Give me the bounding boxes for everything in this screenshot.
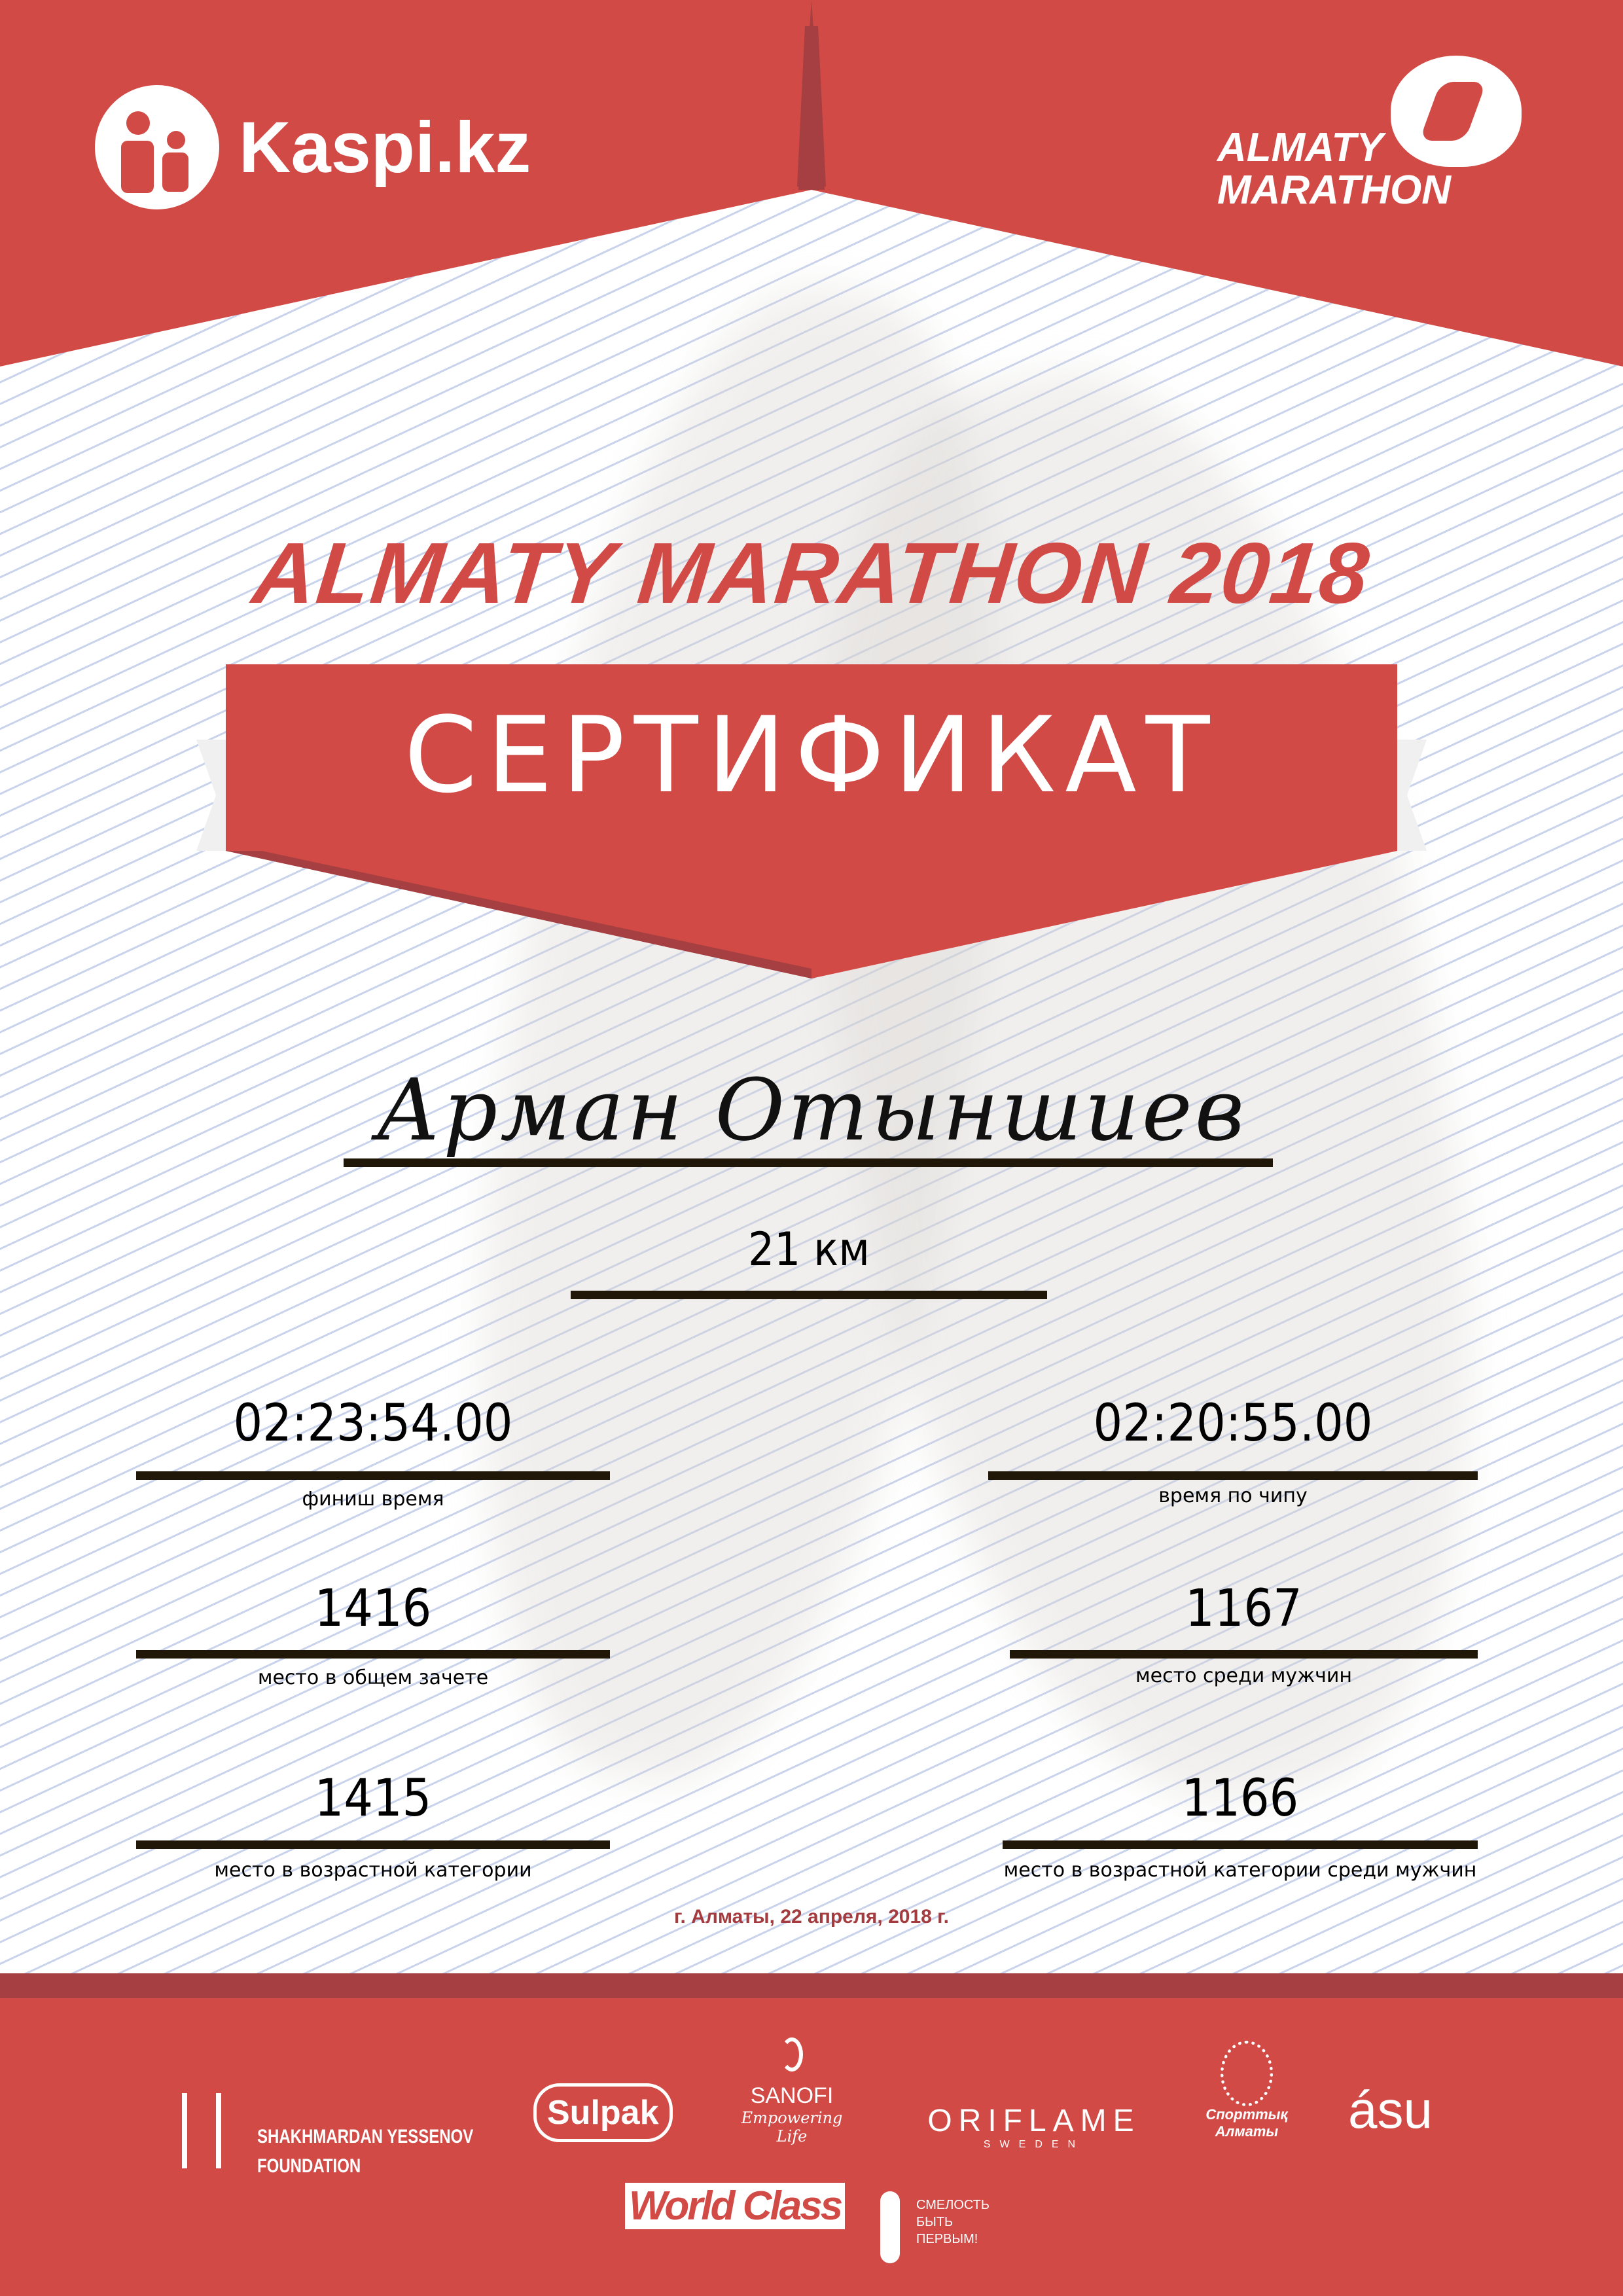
finish-time-rule: [136, 1471, 610, 1480]
distance-underline: [571, 1291, 1047, 1299]
men-age-place-rule: [1003, 1840, 1478, 1849]
certificate-ribbon: [196, 664, 1427, 978]
overall-place-value: 1416: [314, 1579, 432, 1638]
header-banner: [0, 0, 1623, 367]
sport-almaty-line1: Спорттық: [1205, 2106, 1288, 2123]
kaspi-logo: Kaspi.kz: [95, 85, 531, 209]
yessenov-icon: [182, 2093, 221, 2168]
men-age-place-value: 1166: [1181, 1769, 1299, 1828]
fund-line1: СМЕЛОСТЬ: [916, 2198, 990, 2212]
men-place-value: 1167: [1185, 1579, 1302, 1638]
logo-line-marathon: MARATHON: [1217, 168, 1452, 213]
asu-logo: ásu: [1348, 2081, 1433, 2139]
age-place-value: 1415: [314, 1769, 432, 1828]
footer-stripe: [0, 1973, 1623, 1998]
finish-time-value: 02:23:54.00: [233, 1394, 513, 1453]
name-underline: [344, 1158, 1273, 1167]
chip-time-value: 02:20:55.00: [1093, 1394, 1373, 1453]
men-place-label: место среди мужчин: [1135, 1664, 1352, 1687]
sulpak-logo: Sulpak: [533, 2083, 673, 2142]
distance: 21 км: [748, 1223, 870, 1276]
sponsors-footer: SHAKHMARDAN YESSENOV FOUNDATION Sulpak S…: [0, 1998, 1623, 2296]
sanofi-tagline: Empowering Life: [741, 2109, 843, 2145]
oriflame-logo: ORIFLAME SWEDEN: [923, 2103, 1145, 2151]
participant-name: Арман Отыншиев: [376, 1060, 1247, 1160]
kaspi-icon: [95, 85, 219, 209]
fund-figure-icon: [880, 2191, 900, 2263]
fund-line2: БЫТЬ: [916, 2215, 954, 2229]
sanofi-logo: SANOFI Empowering Life: [726, 2037, 857, 2145]
overall-place-label: место в общем зачете: [257, 1666, 489, 1689]
kaspi-wordmark: Kaspi.kz: [239, 107, 531, 188]
sport-almaty-line2: Алматы: [1215, 2123, 1279, 2140]
oriflame-country: SWEDEN: [983, 2139, 1085, 2150]
sport-almaty-emblem: [1221, 2041, 1273, 2106]
issue-date: г. Алматы, 22 апреля, 2018 г.: [674, 1906, 949, 1928]
chip-time-rule: [988, 1471, 1478, 1480]
men-place-rule: [1010, 1650, 1478, 1659]
yessenov-foundation: FOUNDATION: [257, 2155, 361, 2177]
sanofi-icon: [781, 2037, 803, 2072]
almaty-marathon-logo: ALMATY MARATHON: [1214, 56, 1528, 219]
men-age-place-label: место в возрастной категории среди мужчи…: [1003, 1859, 1477, 1882]
fund-line3: ПЕРВЫМ!: [916, 2232, 978, 2246]
oriflame-name: ORIFLAME: [927, 2104, 1141, 2138]
certificate-heading: СЕРТИФИКАТ: [404, 694, 1219, 816]
logo-line-almaty: ALMATY: [1217, 125, 1383, 170]
worldclass-logo: World Class: [625, 2183, 846, 2229]
sport-almaty-logo: Спорттық Алматы: [1198, 2041, 1296, 2140]
finish-time-label: финиш время: [302, 1488, 444, 1511]
age-place-label: место в возрастной категории: [214, 1859, 532, 1882]
sanofi-name: SANOFI: [750, 2083, 834, 2108]
yessenov-name: SHAKHMARDAN YESSENOV: [257, 2126, 474, 2147]
line-pattern-background: [0, 0, 1623, 1973]
age-place-rule: [136, 1840, 610, 1849]
overall-place-rule: [136, 1650, 610, 1659]
chip-time-label: время по чипу: [1158, 1484, 1308, 1507]
